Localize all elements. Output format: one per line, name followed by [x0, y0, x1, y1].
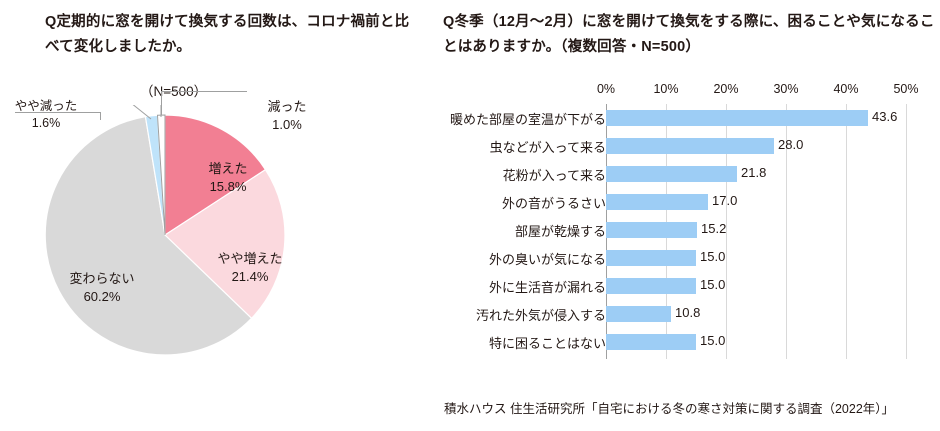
pie-label-hetta-name: 減った: [267, 99, 307, 114]
gridline-40: [846, 104, 847, 359]
bar-chart-plot: 暖めた部屋の室温が下がる 43.6 虫などが入って来る 28.0 花粉が入って来…: [430, 104, 940, 372]
pie-slice-fueta: [164, 114, 267, 237]
bar-row: 汚れた外気が侵入する 10.8: [430, 302, 940, 328]
left-question-title: Q定期的に窓を開けて換気する回数は、コロナ禍前と比べて変化しましたか。: [45, 14, 410, 56]
bar-label-1: 虫などが入って来る: [489, 140, 606, 155]
x-tick-1: 10%: [653, 82, 679, 96]
bar-row: 虫などが入って来る 28.0: [430, 134, 940, 160]
bar-label-4: 部屋が乾燥する: [514, 224, 606, 239]
right-panel: Q冬季（12月～2月）に窓を開けて換気をする際に、困ることや気になることはありま…: [430, 0, 940, 431]
leader-line-yaya-hetta-h: [15, 112, 100, 113]
bar-7: [606, 306, 671, 322]
bar-chart-x-axis: 0% 10% 20% 30% 40% 50%: [430, 82, 940, 100]
gridline-20: [726, 104, 727, 359]
pie-label-hetta: 減った 1.0%: [252, 98, 322, 133]
pie-chart-wrap: [15, 91, 295, 365]
leader-line-hetta-h: [161, 91, 247, 92]
bar-label-6: 外に生活音が漏れる: [488, 280, 606, 295]
bar-value-1: 28.0: [778, 137, 804, 152]
x-tick-3: 30%: [773, 82, 799, 96]
bar-row: 特に困ることはない 15.0: [430, 330, 940, 356]
x-tick-4: 40%: [833, 82, 859, 96]
bar-row: 花粉が入って来る 21.8: [430, 162, 940, 188]
pie-slice-yaya-fueta: [164, 168, 286, 320]
x-tick-0: 0%: [596, 82, 616, 96]
pie-label-kawaranai-value: 60.2%: [83, 288, 121, 304]
pie-label-fueta: 増えた 15.8%: [188, 160, 268, 195]
bar-value-7: 10.8: [675, 305, 701, 320]
bar-3: [606, 194, 708, 210]
leader-line-hetta-v: [161, 91, 162, 115]
x-tick-2: 20%: [713, 82, 739, 96]
pie-chart: [44, 105, 286, 356]
bar-label-7: 汚れた外気が侵入する: [475, 308, 606, 323]
bar-5: [606, 250, 696, 266]
bar-label-8: 特に困ることはない: [488, 336, 606, 351]
bar-value-8: 15.0: [700, 333, 726, 348]
pie-sample-size: （N=500）: [140, 84, 208, 99]
pie-label-yaya-fueta-name: やや増えた: [217, 251, 283, 266]
bar-chart: 0% 10% 20% 30% 40% 50% 暖めた部屋の室温が下がる 43.6: [430, 82, 940, 382]
pie-label-yaya-fueta: やや増えた 21.4%: [205, 250, 295, 285]
pie-label-fueta-name: 増えた: [208, 161, 248, 176]
bar-row: 外に生活音が漏れる 15.0: [430, 274, 940, 300]
right-question-title: Q冬季（12月～2月）に窓を開けて換気をする際に、困ることや気になることはありま…: [443, 14, 935, 56]
bar-label-2: 花粉が入って来る: [502, 168, 606, 183]
pie-label-yaya-hetta-name: やや減った: [14, 99, 78, 113]
pie-label-yaya-hetta-value: 1.6%: [31, 115, 61, 130]
bar-label-5: 外の臭いが気になる: [488, 252, 606, 267]
pie-label-hetta-value: 1.0%: [272, 116, 302, 132]
bar-2: [606, 166, 737, 182]
x-tick-5: 50%: [893, 82, 919, 96]
bar-row: 暖めた部屋の室温が下がる 43.6: [430, 106, 940, 132]
pie-slice-kawaranai: [44, 115, 253, 356]
leader-line-yaya-hetta: [132, 105, 152, 120]
bar-value-2: 21.8: [741, 165, 767, 180]
bar-6: [606, 278, 696, 294]
bar-row: 部屋が乾燥する 15.2: [430, 218, 940, 244]
bar-0: [606, 110, 868, 126]
bar-value-5: 15.0: [700, 249, 726, 264]
bar-1: [606, 138, 774, 154]
bar-label-0: 暖めた部屋の室温が下がる: [449, 112, 606, 127]
bar-value-4: 15.2: [701, 221, 727, 236]
pie-label-fueta-value: 15.8%: [209, 178, 247, 194]
bar-value-6: 15.0: [700, 277, 726, 292]
gridline-30: [786, 104, 787, 359]
pie-label-kawaranai: 変わらない 60.2%: [52, 270, 152, 305]
bar-4: [606, 222, 698, 238]
pie-label-yaya-hetta: やや減った 1.6%: [2, 98, 90, 132]
bar-label-3: 外の音がうるさい: [501, 196, 606, 211]
bar-8: [606, 334, 696, 350]
leader-line-yaya-hetta-v: [100, 112, 101, 120]
source-note: 積水ハウス 住生活研究所「自宅における冬の寒さ対策に関する調査（2022年）」: [444, 402, 895, 416]
bar-value-0: 43.6: [872, 109, 898, 124]
gridline-50: [906, 104, 907, 359]
bar-row: 外の音がうるさい 17.0: [430, 190, 940, 216]
left-panel: Q定期的に窓を開けて換気する回数は、コロナ禍前と比べて変化しましたか。 （N=5…: [0, 0, 430, 431]
bar-row: 外の臭いが気になる 15.0: [430, 246, 940, 272]
pie-label-yaya-fueta-value: 21.4%: [231, 268, 269, 284]
bar-value-3: 17.0: [712, 193, 738, 208]
pie-label-kawaranai-name: 変わらない: [69, 271, 135, 286]
